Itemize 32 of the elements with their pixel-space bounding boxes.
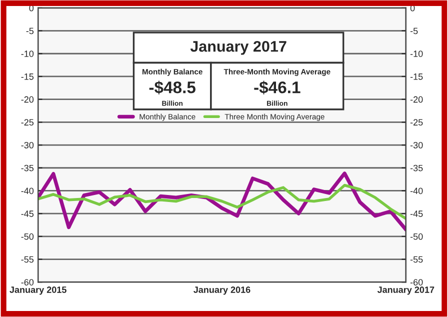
- annotation: -$48.5: [149, 80, 196, 94]
- y-tick-label: -20: [21, 96, 34, 103]
- x-tick-label: January 2016: [194, 286, 250, 295]
- y2-tick-label: -20: [410, 96, 423, 103]
- y-tick-label: -15: [21, 74, 34, 80]
- y-tick-label: -60: [21, 279, 34, 286]
- y2-tick-label: -5: [410, 28, 418, 34]
- y-tick-label: -25: [21, 119, 34, 126]
- y2-tick-label: -45: [410, 210, 423, 217]
- y-tick-label: -50: [21, 233, 34, 240]
- y2-tick-label: -25: [410, 119, 423, 126]
- y-tick-label: -55: [21, 256, 34, 263]
- line-series: [38, 172, 406, 232]
- y2-tick-label: -60: [410, 279, 423, 286]
- y2-tick-label: -15: [410, 74, 423, 80]
- y2-tick-label: -50: [410, 233, 423, 240]
- y2-tick-label: -30: [410, 142, 423, 148]
- y2-tick-label: -40: [410, 188, 423, 194]
- y-tick-label: -30: [21, 142, 34, 148]
- annotation: January 2017: [190, 40, 286, 55]
- y-tick-label: -35: [21, 164, 34, 172]
- y-tick-label: -40: [21, 188, 34, 194]
- y-tick-label: -10: [21, 50, 34, 57]
- y2-tick-label: -55: [410, 256, 423, 263]
- y-tick-label: -5: [26, 28, 34, 34]
- line-series: [38, 184, 406, 220]
- y2-tick-label: -10: [410, 50, 423, 57]
- y-tick-label: -45: [21, 210, 34, 217]
- x-tick-label: January 2015: [10, 286, 66, 295]
- y2-tick-label: -35: [410, 164, 423, 172]
- x-tick-label: January 2017: [377, 286, 434, 295]
- annotation: -$46.1: [254, 80, 300, 94]
